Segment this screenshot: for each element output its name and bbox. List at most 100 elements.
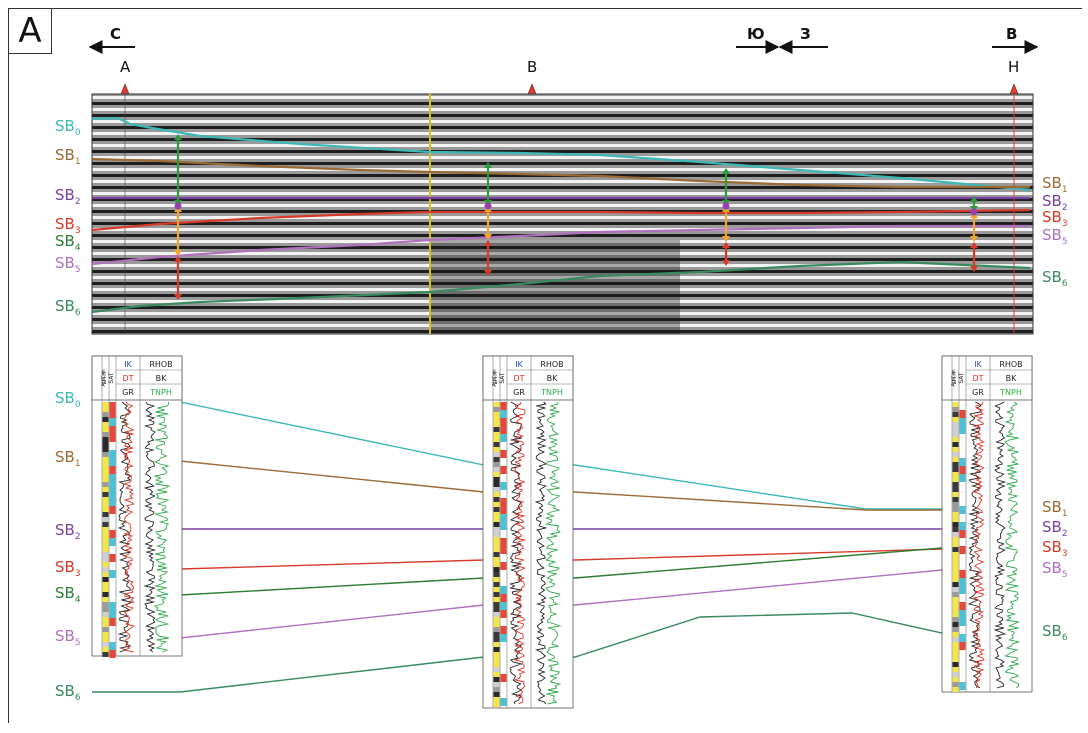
saturation-cell — [959, 666, 966, 674]
east-direction-label: В — [1006, 25, 1017, 43]
horizon-label-base: SB — [1042, 226, 1062, 244]
lithology-cell — [493, 527, 500, 532]
horizon-label-sb0: SB0 — [55, 389, 81, 410]
horizon-label-base: SB — [55, 558, 75, 576]
interval-arrow-head — [174, 250, 182, 256]
saturation-cell — [959, 434, 966, 442]
lithology-cell — [952, 637, 959, 642]
horizon-label-subscript: 5 — [1062, 237, 1068, 247]
lithology-cell — [952, 487, 959, 492]
lithology-cell — [493, 502, 500, 507]
lithology-cell — [102, 577, 109, 582]
curve-header-gr: GR — [972, 388, 984, 397]
well-marker-b-icon — [527, 83, 537, 95]
lithology-cell — [493, 692, 500, 697]
horizon-label-sb1: SB1 — [55, 146, 81, 167]
curve-header-tnph: TNPH — [540, 388, 563, 397]
saturation-cell — [109, 602, 116, 610]
lithology-cell — [493, 422, 500, 427]
lithology-cell — [493, 482, 500, 487]
curve-header-tnph: TNPH — [149, 388, 172, 397]
lithology-cell — [952, 402, 959, 407]
lithology-cell — [952, 422, 959, 427]
saturation-cell — [500, 594, 507, 602]
saturation-cell — [959, 442, 966, 450]
curve-header-ik: IK — [974, 360, 982, 369]
saturation-cell — [500, 434, 507, 442]
saturation-cell — [500, 402, 507, 410]
curve-header-bk: BK — [156, 374, 167, 383]
saturation-cell — [109, 626, 116, 634]
lithology-cell — [952, 452, 959, 457]
horizon-label-base: SB — [55, 232, 75, 250]
lithology-cell — [952, 507, 959, 512]
lithology-cell — [952, 482, 959, 487]
lithology-cell — [493, 622, 500, 627]
log-header — [941, 355, 1033, 401]
saturation-cell — [109, 410, 116, 418]
lithology-cell — [102, 612, 109, 617]
lithology-cell — [493, 597, 500, 602]
horizon-label-sb5: SB5 — [1042, 559, 1068, 580]
lithology-cell — [952, 607, 959, 612]
lithology-cell — [493, 612, 500, 617]
lithology-cell — [952, 592, 959, 597]
interval-arrow-head — [970, 236, 978, 242]
saturation-cell — [500, 546, 507, 554]
saturation-cell — [109, 426, 116, 434]
saturation-cell — [959, 458, 966, 466]
saturation-cell — [959, 594, 966, 602]
lithology-cell — [102, 547, 109, 552]
horizon-label-sb3: SB3 — [1042, 538, 1068, 559]
interval-arrow-head — [484, 234, 492, 240]
lithology-cell — [952, 477, 959, 482]
lithology-cell — [102, 527, 109, 532]
well-label-n: Н — [1008, 58, 1019, 76]
lithology-cell — [952, 417, 959, 422]
saturation-cell — [959, 554, 966, 562]
dt-curve — [513, 401, 527, 705]
panel-label: А — [8, 8, 52, 54]
lithology-cell — [493, 417, 500, 422]
horizon-label-base: SB — [55, 146, 75, 164]
saturation-cell — [109, 570, 116, 578]
lithology-cell — [493, 507, 500, 512]
interval-arrow-head — [174, 134, 182, 140]
saturation-cell — [959, 402, 966, 410]
lithology-cell — [493, 462, 500, 467]
saturation-cell — [500, 418, 507, 426]
saturation-cell — [959, 506, 966, 514]
saturation-cell — [109, 466, 116, 474]
lithology-cell — [493, 547, 500, 552]
curve-header-dt: DT — [513, 374, 524, 383]
horizon-label-subscript: 0 — [75, 128, 81, 138]
horizon-label-sb5: SB5 — [1042, 226, 1068, 247]
saturation-cell — [109, 490, 116, 498]
lithology-cell — [493, 657, 500, 662]
saturation-cell — [500, 610, 507, 618]
saturation-cell — [109, 418, 116, 426]
saturation-cell — [500, 554, 507, 562]
horizon-label-subscript: 3 — [75, 226, 81, 236]
lithology-cell — [493, 452, 500, 457]
horizon-label-base: SB — [55, 254, 75, 272]
lithology-cell — [102, 457, 109, 462]
curve-header-ik: IK — [124, 360, 132, 369]
horizon-label-base: SB — [55, 521, 75, 539]
saturation-cell — [959, 578, 966, 586]
saturation-cell — [500, 642, 507, 650]
lithology-cell — [952, 497, 959, 502]
seismic-horizon-sb6 — [91, 260, 1031, 314]
lithology-cell — [493, 442, 500, 447]
horizon-label-base: SB — [55, 297, 75, 315]
saturation-cell — [959, 586, 966, 594]
saturation-cell — [109, 498, 116, 506]
well-label-a: А — [120, 58, 131, 76]
saturation-cell — [500, 538, 507, 546]
horizon-label-subscript: 5 — [1062, 570, 1068, 580]
horizon-label-subscript: 6 — [75, 693, 81, 703]
saturation-cell — [959, 426, 966, 434]
lithology-cell — [952, 647, 959, 652]
saturation-cell — [109, 586, 116, 594]
